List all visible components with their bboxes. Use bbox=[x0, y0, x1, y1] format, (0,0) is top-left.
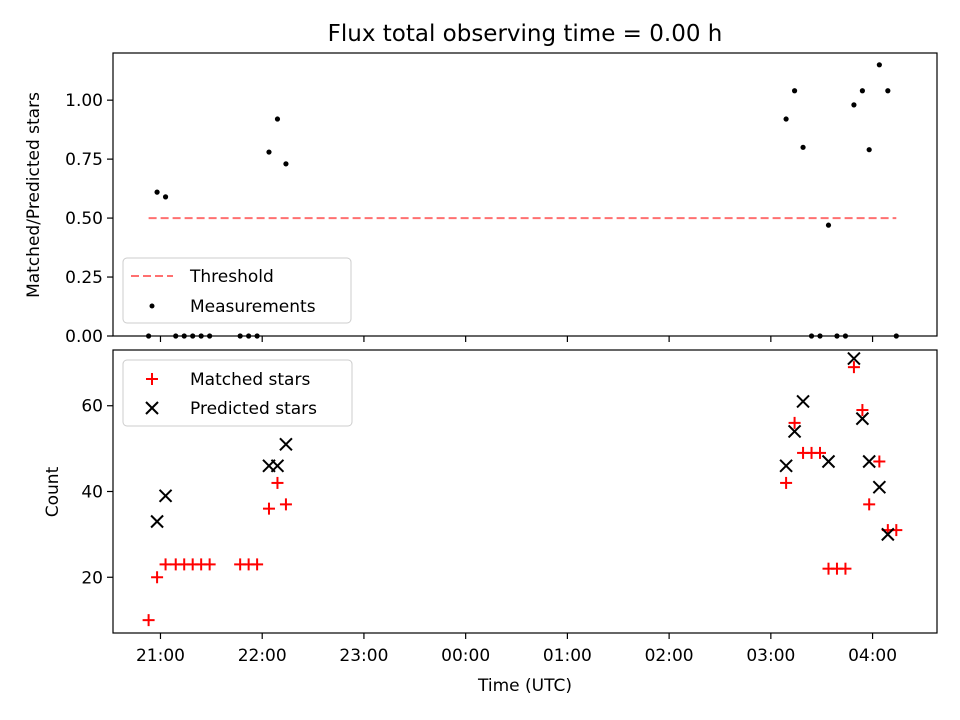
predicted-star-point bbox=[855, 411, 870, 426]
y-tick-label: 1.00 bbox=[65, 91, 103, 111]
top-legend-box bbox=[122, 257, 352, 324]
legend-predicted-swatch bbox=[145, 401, 159, 415]
measurement-point bbox=[859, 88, 865, 94]
measurement-point bbox=[876, 62, 882, 68]
matched-star-point bbox=[142, 614, 155, 627]
bottom-axes-frame bbox=[112, 349, 938, 634]
y-tick-label: 0.75 bbox=[65, 150, 103, 170]
top-panel: Matched/Predicted stars 0.00 0.25 0.50 0.75… bbox=[24, 52, 938, 347]
bottom-y-axis-label: Count bbox=[43, 466, 63, 517]
measurement-point bbox=[274, 116, 281, 122]
predicted-star-point bbox=[796, 394, 810, 409]
legend-measurements-swatch bbox=[149, 303, 155, 309]
measurement-point bbox=[791, 88, 798, 94]
measurement-point bbox=[825, 222, 832, 228]
top-y-axis: 0.00 0.25 0.50 0.75 1.00 bbox=[65, 91, 113, 347]
measurement-point bbox=[851, 102, 857, 108]
matched-star-point bbox=[279, 498, 292, 511]
matched-star-point bbox=[151, 571, 164, 584]
matched-star-point bbox=[814, 446, 827, 459]
predicted-star-point bbox=[821, 454, 836, 469]
matched-star-point bbox=[262, 502, 275, 515]
legend-predicted-label: Predicted stars bbox=[190, 399, 317, 419]
y-tick-label: 0.00 bbox=[65, 327, 103, 347]
measurement-point bbox=[154, 189, 160, 195]
x-tick-label: 22:00 bbox=[238, 646, 287, 666]
top-legend: Threshold Measurements bbox=[122, 257, 352, 324]
top-y-axis-label: Matched/Predicted stars bbox=[24, 92, 44, 298]
bottom-y-axis: 20 40 60 bbox=[81, 397, 113, 588]
matched-star-point bbox=[271, 476, 284, 489]
measurement-point bbox=[885, 88, 891, 94]
count-points bbox=[142, 351, 903, 627]
matched-star-point bbox=[788, 416, 801, 429]
predicted-star-point bbox=[872, 480, 887, 494]
measurement-point bbox=[266, 149, 272, 155]
predicted-star-point bbox=[779, 459, 793, 473]
x-tick-label: 21:00 bbox=[136, 646, 185, 666]
predicted-star-point bbox=[881, 527, 895, 542]
legend-matched-swatch bbox=[146, 373, 158, 385]
matched-star-point bbox=[251, 558, 264, 571]
measurement-point bbox=[800, 144, 806, 150]
measurement-point bbox=[866, 147, 872, 153]
x-tick-label: 00:00 bbox=[441, 646, 490, 666]
legend-threshold-label: Threshold bbox=[189, 267, 274, 287]
x-tick-label: 03:00 bbox=[746, 646, 795, 666]
y-tick-label: 20 bbox=[81, 568, 103, 588]
top-x-axis-ticks bbox=[159, 336, 874, 342]
matched-star-point bbox=[873, 455, 886, 468]
bottom-x-axis: 21:00 22:00 23:00 00:00 01:00 02:00 03:00 04:00 bbox=[136, 633, 897, 666]
chart-title: Flux total observing time = 0.00 h bbox=[328, 21, 723, 47]
predicted-star-point bbox=[150, 514, 164, 529]
measurement-point bbox=[783, 116, 789, 122]
predicted-star-point bbox=[862, 454, 876, 469]
x-axis-label: Time (UTC) bbox=[477, 676, 572, 696]
predicted-star-point bbox=[847, 351, 861, 366]
x-tick-label: 02:00 bbox=[645, 646, 694, 666]
bottom-legend: Matched stars Predicted stars bbox=[122, 359, 353, 427]
measurement-point bbox=[162, 194, 169, 200]
matched-star-point bbox=[839, 562, 852, 575]
predicted-star-point bbox=[158, 489, 173, 503]
legend-measurements-label: Measurements bbox=[190, 297, 316, 317]
x-tick-label: 04:00 bbox=[848, 646, 897, 666]
y-tick-label: 0.25 bbox=[65, 268, 103, 288]
predicted-star-point bbox=[279, 437, 293, 452]
matched-star-point bbox=[203, 558, 216, 571]
matched-star-point bbox=[847, 361, 860, 374]
y-tick-label: 0.50 bbox=[65, 209, 103, 229]
matched-star-point bbox=[159, 558, 172, 571]
legend-matched-label: Matched stars bbox=[190, 370, 310, 390]
predicted-star-point bbox=[270, 459, 285, 473]
measurement-point bbox=[283, 161, 289, 167]
x-tick-label: 01:00 bbox=[543, 646, 592, 666]
bottom-panel: Count 20 40 60 21:00 22:00 23:00 00:00 01:00 02… bbox=[43, 349, 938, 666]
y-tick-label: 40 bbox=[81, 483, 103, 503]
bottom-legend-box bbox=[122, 359, 353, 427]
top-axes-frame bbox=[112, 52, 938, 337]
matched-star-point bbox=[856, 404, 869, 417]
matched-star-point bbox=[780, 476, 793, 489]
y-tick-label: 60 bbox=[81, 397, 103, 417]
x-tick-label: 23:00 bbox=[339, 646, 388, 666]
predicted-star-point bbox=[787, 424, 802, 439]
matched-star-point bbox=[863, 498, 876, 511]
